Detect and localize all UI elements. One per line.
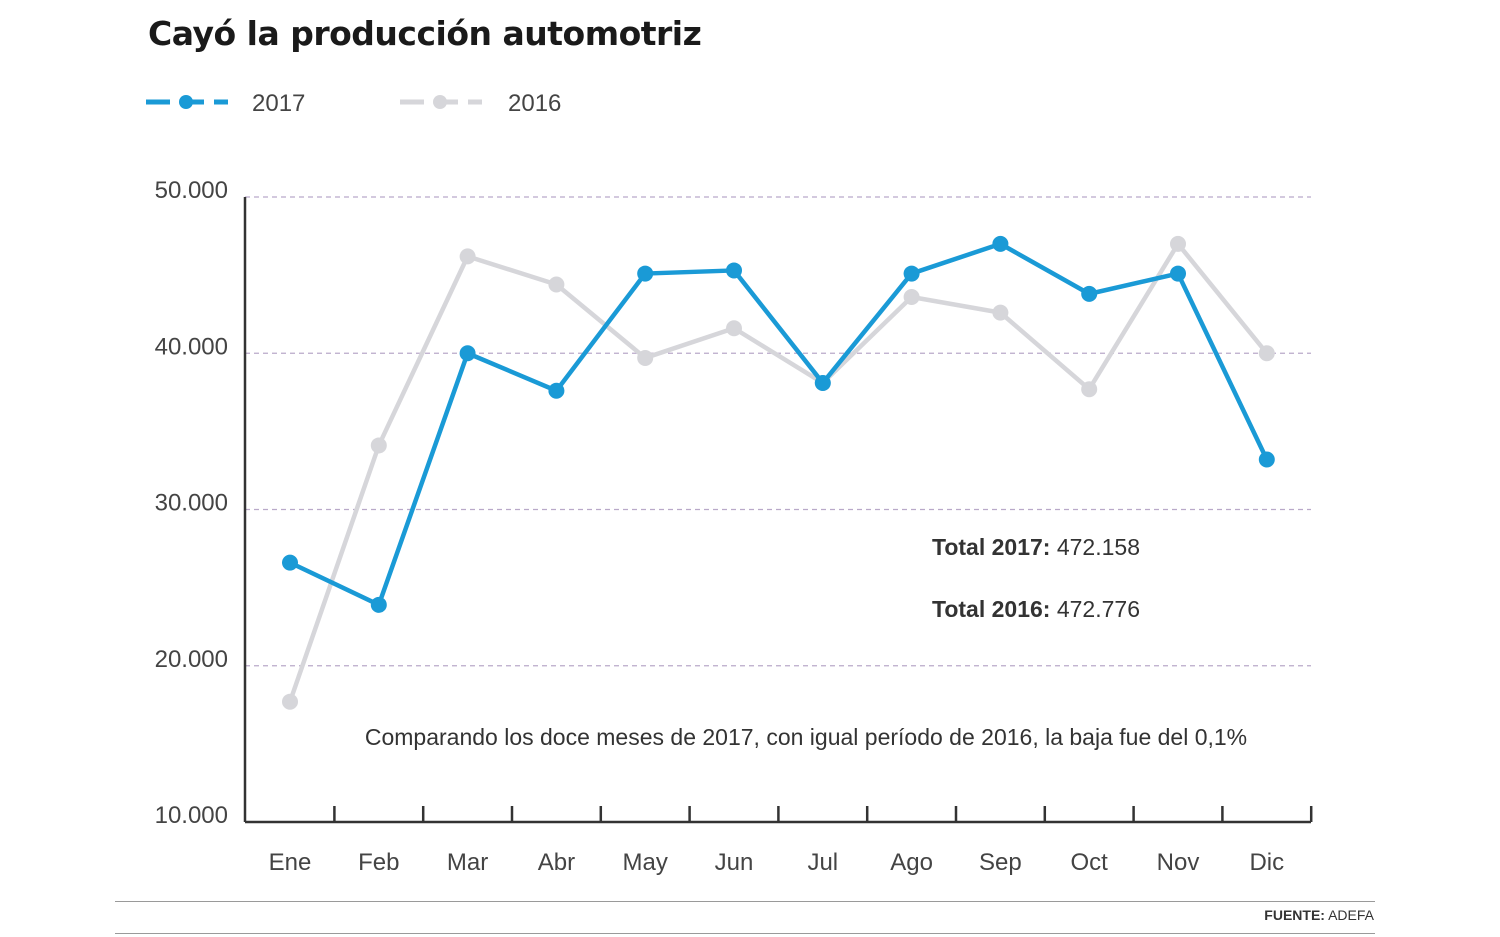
data-point-2016	[459, 248, 476, 265]
data-point-2016	[992, 304, 1009, 321]
footer-divider-bottom	[115, 933, 1375, 934]
legend-label-2016: 2016	[508, 90, 562, 117]
data-point-2017	[903, 265, 920, 282]
chart-title: Cayó la producción automotriz	[148, 14, 702, 53]
series-line-2017	[287, 241, 1270, 608]
data-point-2016	[370, 437, 387, 454]
annotation: Total 2016: 472.776	[932, 596, 1140, 622]
x-tick-label: Oct	[1071, 849, 1109, 876]
x-tick-label: Nov	[1157, 849, 1200, 876]
x-tick-label: Dic	[1249, 849, 1284, 876]
x-tick-label: Sep	[979, 849, 1022, 876]
annotation-text: 472.776	[1050, 596, 1140, 622]
data-point-2017	[1081, 285, 1098, 302]
annotation-bold: Total 2017:	[932, 534, 1050, 560]
source-label: FUENTE:	[1264, 907, 1325, 923]
data-point-2016	[282, 693, 298, 710]
annotation: Comparando los doce meses de 2017, con i…	[365, 724, 1247, 750]
data-point-2016	[726, 320, 742, 337]
x-tick-label: Jul	[807, 849, 838, 876]
data-point-2016	[637, 349, 654, 366]
data-point-2017	[726, 262, 742, 279]
data-point-2017	[1170, 265, 1186, 282]
x-tick-label: Jun	[715, 849, 754, 876]
data-point-2016	[548, 276, 565, 293]
annotation: Total 2017: 472.158	[932, 534, 1140, 560]
x-tick-label: Ene	[269, 849, 312, 876]
source-value: ADEFA	[1328, 907, 1374, 923]
legend-swatch-2017	[146, 95, 228, 109]
annotation-bold: Total 2016:	[932, 596, 1050, 622]
data-point-2017	[548, 382, 565, 399]
series-line-2016	[287, 241, 1270, 704]
x-tick-label: Abr	[538, 849, 575, 876]
data-point-2017	[992, 235, 1009, 252]
legend-label-2017: 2017	[252, 90, 306, 117]
data-point-2017	[637, 265, 654, 282]
data-point-2016	[903, 289, 920, 305]
x-tick-label: May	[623, 849, 668, 876]
source-credit: FUENTE: ADEFA	[1264, 907, 1374, 923]
x-tick-label: Mar	[447, 849, 488, 876]
y-tick-label: 50.000	[155, 177, 228, 204]
y-tick-label: 20.000	[155, 646, 228, 673]
legend-swatch-2016	[400, 95, 482, 109]
y-tick-label: 10.000	[155, 802, 228, 829]
data-point-2017	[814, 374, 831, 391]
data-point-2017	[370, 596, 387, 613]
annotation-text: 472.158	[1050, 534, 1140, 560]
footer-divider-top	[115, 901, 1375, 902]
data-point-2017	[282, 554, 298, 571]
y-tick-label: 30.000	[155, 490, 228, 517]
y-tick-label: 40.000	[155, 333, 228, 360]
x-tick-label: Feb	[358, 849, 399, 876]
annotation-text: Comparando los doce meses de 2017, con i…	[365, 724, 1247, 750]
data-point-2016	[1170, 235, 1186, 252]
legend: 2017 2016	[146, 82, 746, 122]
data-point-2017	[459, 345, 476, 362]
data-point-2016	[1081, 381, 1098, 398]
data-point-2016	[1258, 345, 1275, 362]
data-point-2017	[1258, 451, 1275, 468]
x-tick-label: Ago	[890, 849, 933, 876]
